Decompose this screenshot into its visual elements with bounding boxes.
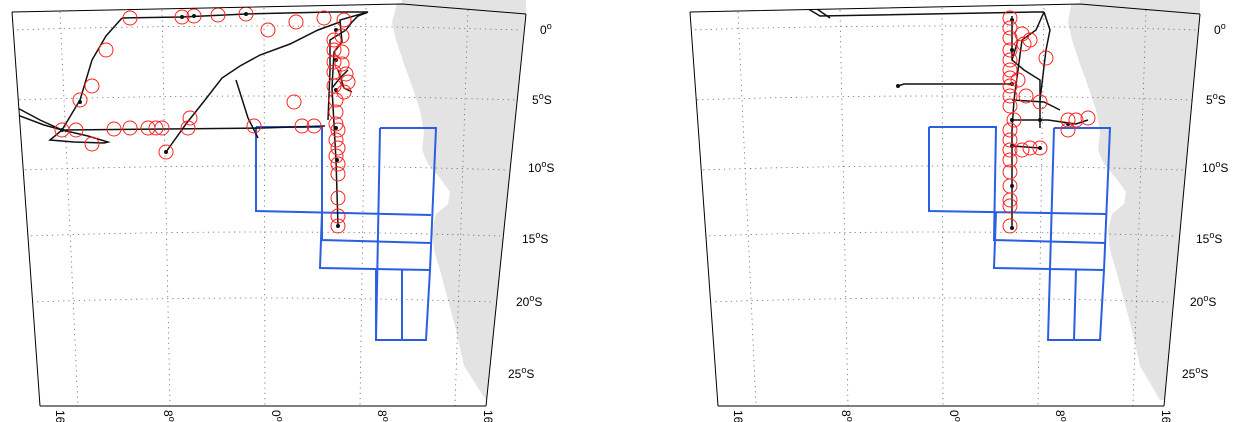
lon-label: 0o (269, 410, 285, 422)
track-points (896, 18, 1070, 230)
graticule (12, 7, 521, 406)
lon-label: 8oW (161, 410, 177, 422)
lon-labels-right: 16oW 8oW 0o 8oE 16oE (731, 410, 1175, 422)
lon-label: 16oW (731, 410, 747, 422)
lon-label: 0o (947, 410, 963, 422)
graticule (690, 7, 1197, 406)
lat-label: 5oS (532, 91, 552, 107)
lat-label: 0o (1214, 21, 1226, 37)
lon-labels-left: 16oW 8oW 0o 8oE 16oE (53, 410, 497, 422)
lon-label: 16oE (1159, 410, 1175, 422)
region-boxes (928, 126, 1112, 341)
lat-label: 20oS (516, 293, 542, 309)
lat-label: 0o (540, 21, 552, 37)
lat-label: 15oS (522, 230, 548, 246)
lat-label: 10oS (528, 159, 554, 175)
lon-label: 8oE (375, 410, 391, 422)
station-markers (54, 6, 356, 234)
lat-label: 15oS (1196, 230, 1222, 246)
lat-labels-left: 0o 5oS 10oS 15oS 20oS 25oS (508, 21, 554, 381)
map-left: 0o 5oS 10oS 15oS 20oS 25oS 16oW 8oW 0o 8oE 16oE (11, 0, 554, 422)
station-markers (1002, 10, 1096, 234)
lat-labels-right: 0o 5oS 10oS 15oS 20oS 25oS (1182, 21, 1228, 381)
lon-label: 16oE (481, 410, 497, 422)
region-boxes (255, 126, 438, 341)
lon-label: 8oE (1053, 410, 1069, 422)
lon-label: 16oW (53, 410, 69, 422)
lon-label: 8oW (839, 410, 855, 422)
map-right: 0o 5oS 10oS 15oS 20oS 25oS 16oW 8oW 0o 8oE 16oE (689, 0, 1228, 422)
lat-label: 25oS (1182, 365, 1208, 381)
lat-label: 5oS (1206, 91, 1226, 107)
lat-label: 25oS (508, 365, 534, 381)
lat-label: 20oS (1190, 293, 1216, 309)
frame (689, 3, 1201, 407)
ship-track (799, 0, 1089, 228)
frame (11, 3, 527, 407)
lat-label: 10oS (1202, 159, 1228, 175)
